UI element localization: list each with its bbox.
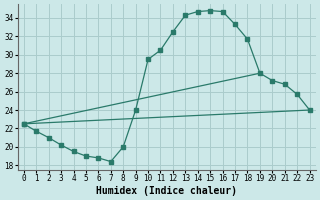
X-axis label: Humidex (Indice chaleur): Humidex (Indice chaleur) bbox=[96, 186, 237, 196]
